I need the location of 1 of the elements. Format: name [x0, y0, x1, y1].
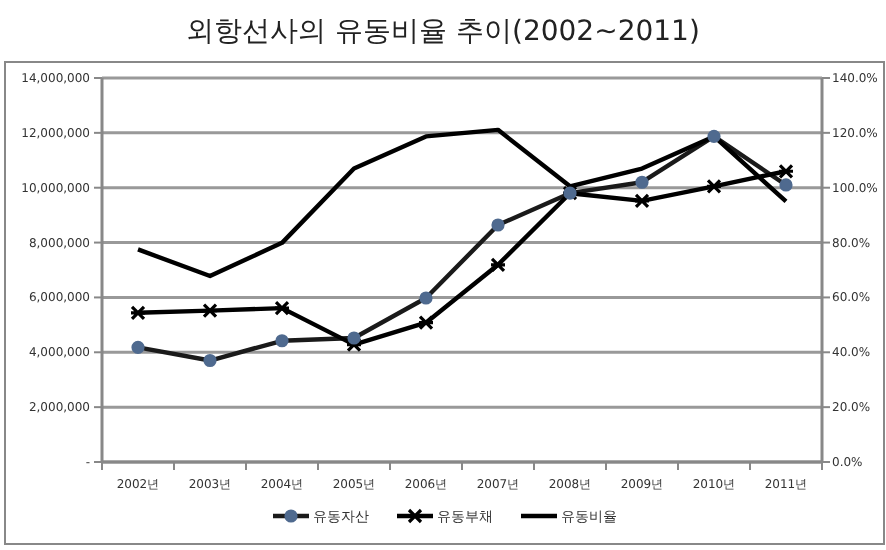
chart-title: 외항선사의 유동비율 추이(2002~2011): [186, 16, 700, 48]
